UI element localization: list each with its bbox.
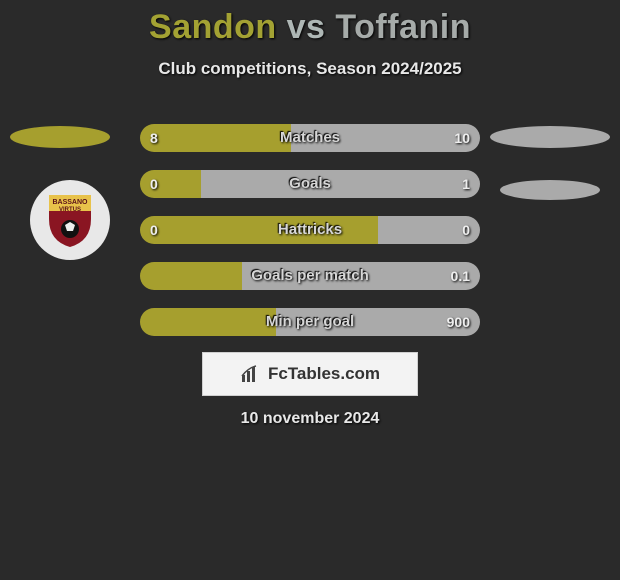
- stat-row: Goals per match0.1: [140, 262, 480, 290]
- title-vs: vs: [287, 8, 326, 46]
- badge-line-1: BASSANO: [52, 199, 88, 206]
- stat-row: Min per goal900: [140, 308, 480, 336]
- stat-row: Matches8 10: [140, 124, 480, 152]
- stat-value-right: 900: [447, 308, 470, 336]
- root: Sandon vs Toffanin Club competitions, Se…: [0, 0, 620, 580]
- stat-value-left: 0: [150, 216, 158, 244]
- watermark-text: FcTables.com: [268, 364, 380, 384]
- stat-value-right: 1: [462, 170, 470, 198]
- stat-bars: Matches810Goals01Hattricks00Goals per ma…: [140, 124, 480, 354]
- shield-icon: BASSANO VIRTUS: [39, 189, 101, 251]
- stat-row: Hattricks0 0: [140, 216, 480, 244]
- stat-label: Goals per match: [140, 262, 480, 290]
- watermark: FcTables.com: [202, 352, 418, 396]
- stat-value-right: 10: [454, 124, 470, 152]
- stat-label: Matches: [140, 124, 480, 152]
- date-label: 10 november 2024: [0, 410, 620, 428]
- title-player-right: Toffanin: [335, 8, 471, 46]
- stat-value-right: 0.1: [451, 262, 470, 290]
- accent-ellipse-mid-right: [500, 180, 600, 200]
- subtitle: Club competitions, Season 2024/2025: [0, 59, 620, 79]
- stat-value-left: 0: [150, 170, 158, 198]
- title-player-left: Sandon: [149, 8, 277, 46]
- stat-label: Goals: [140, 170, 480, 198]
- club-badge-circle: BASSANO VIRTUS: [30, 180, 110, 260]
- stat-value-right: 0: [462, 216, 470, 244]
- stat-label: Hattricks: [140, 216, 480, 244]
- bar-chart-icon: [240, 363, 262, 385]
- stat-row: Goals0 1: [140, 170, 480, 198]
- accent-ellipse-top-right: [490, 126, 610, 148]
- page-title: Sandon vs Toffanin: [0, 0, 620, 47]
- club-badge: BASSANO VIRTUS: [30, 180, 110, 260]
- accent-ellipse-top-left: [10, 126, 110, 148]
- stat-label: Min per goal: [140, 308, 480, 336]
- stat-value-left: 8: [150, 124, 158, 152]
- badge-line-2: VIRTUS: [59, 207, 81, 213]
